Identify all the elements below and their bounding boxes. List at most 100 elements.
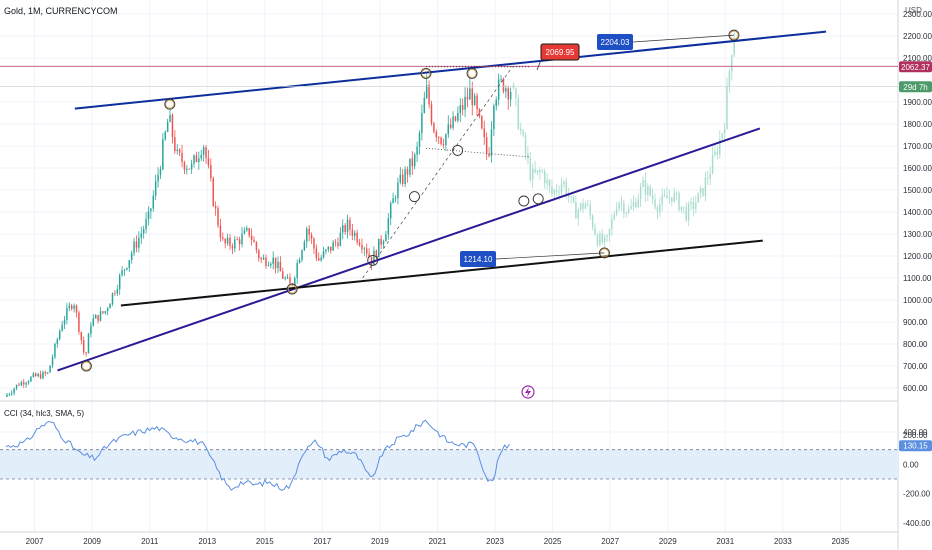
price-candle bbox=[130, 253, 133, 261]
price-candle bbox=[169, 114, 171, 122]
price-candle bbox=[339, 232, 342, 246]
projection-candle bbox=[591, 215, 594, 228]
target-annotation-text: 2204.03 bbox=[601, 38, 630, 47]
price-candle bbox=[39, 373, 42, 379]
projection-candle bbox=[690, 201, 692, 205]
time-tick-label: 2009 bbox=[83, 537, 101, 546]
price-candle bbox=[25, 382, 27, 385]
projection-candle bbox=[683, 206, 685, 208]
price-candle bbox=[159, 169, 162, 175]
time-tick-label: 2029 bbox=[659, 537, 677, 546]
price-candle bbox=[109, 303, 111, 309]
price-candle bbox=[212, 178, 214, 206]
price-candle bbox=[226, 237, 229, 244]
price-candle bbox=[353, 232, 356, 237]
lightning-icon[interactable] bbox=[521, 385, 535, 399]
projection-candle bbox=[731, 55, 733, 71]
price-candle bbox=[90, 325, 92, 334]
price-candle bbox=[181, 152, 183, 163]
price-candle bbox=[435, 131, 438, 138]
projection-candle bbox=[599, 233, 601, 246]
projection-candle bbox=[637, 199, 639, 208]
projection-candle bbox=[651, 195, 654, 200]
price-candle bbox=[236, 239, 238, 241]
support-trendline bbox=[120, 239, 763, 307]
price-candle bbox=[66, 307, 68, 320]
price-candle bbox=[481, 116, 483, 129]
projection-candle bbox=[596, 234, 599, 246]
price-candle bbox=[452, 116, 454, 128]
projection-candle bbox=[695, 202, 697, 209]
projection-candle bbox=[531, 168, 534, 180]
price-candle bbox=[509, 91, 512, 100]
projection-candle bbox=[680, 206, 683, 211]
price-candle bbox=[80, 331, 83, 341]
projection-candle bbox=[603, 237, 606, 243]
price-candle bbox=[497, 79, 500, 100]
pivot-circle bbox=[164, 98, 176, 110]
target-annotation-pointer bbox=[632, 34, 734, 43]
price-candle bbox=[166, 121, 169, 132]
price-tick-label: 2200.00 bbox=[903, 32, 932, 41]
price-candle bbox=[171, 114, 174, 138]
price-candle bbox=[94, 315, 97, 319]
time-tick-label: 2017 bbox=[313, 537, 331, 546]
price-candle bbox=[315, 248, 318, 259]
price-candle bbox=[454, 116, 457, 121]
price-candle bbox=[248, 228, 250, 236]
price-candle bbox=[437, 137, 440, 138]
projection-candle bbox=[687, 204, 690, 221]
projection-candle bbox=[728, 70, 731, 87]
price-candle bbox=[375, 250, 378, 258]
price-candle bbox=[114, 293, 116, 294]
price-candle bbox=[202, 147, 205, 155]
projection-candle bbox=[707, 177, 709, 179]
projection-candle bbox=[563, 181, 565, 185]
pivot-circle bbox=[532, 193, 544, 205]
price-candle bbox=[164, 131, 167, 140]
price-candle bbox=[87, 333, 90, 354]
label-tags: 2062.37 29d 7h 130.15 2069.95 2204.03 1214.10 bbox=[460, 34, 932, 452]
price-candle bbox=[97, 315, 99, 321]
price-tick-label: 2300.00 bbox=[903, 10, 932, 19]
price-candle bbox=[27, 381, 30, 383]
price-candle bbox=[325, 249, 327, 252]
price-candle bbox=[358, 242, 361, 246]
price-candle bbox=[262, 257, 265, 260]
price-candle bbox=[274, 257, 277, 269]
price-candle bbox=[23, 382, 25, 385]
pivot-circle bbox=[286, 283, 298, 295]
projection-candle bbox=[711, 155, 714, 174]
price-candle bbox=[430, 104, 433, 124]
price-candle bbox=[488, 153, 490, 157]
price-candle bbox=[301, 250, 303, 260]
price-candle bbox=[260, 258, 262, 260]
pivot-circle bbox=[409, 191, 420, 203]
price-candle bbox=[356, 232, 358, 243]
price-candle bbox=[473, 95, 476, 106]
price-candle bbox=[135, 241, 138, 248]
projection-candle bbox=[601, 233, 604, 243]
price-tick-label: 1500.00 bbox=[903, 186, 932, 195]
price-candle bbox=[445, 134, 447, 146]
projection-candle bbox=[678, 192, 680, 211]
projection-candle bbox=[733, 42, 735, 56]
projection-candle bbox=[627, 209, 630, 213]
price-candle bbox=[308, 228, 310, 235]
price-tick-label: 1800.00 bbox=[903, 120, 932, 129]
price-candle bbox=[373, 250, 375, 266]
price-candle bbox=[330, 246, 332, 251]
price-candle bbox=[116, 289, 119, 294]
cci-tick-label: 200.00 bbox=[903, 431, 928, 440]
price-candle bbox=[195, 155, 198, 163]
price-candle bbox=[286, 277, 289, 279]
price-candle bbox=[363, 248, 366, 250]
cci-line bbox=[5, 419, 510, 491]
price-candle bbox=[485, 137, 488, 154]
price-candle bbox=[476, 95, 478, 110]
projection-candle bbox=[572, 196, 575, 203]
projection-candle bbox=[534, 168, 536, 173]
price-candle bbox=[490, 129, 493, 157]
price-candle bbox=[205, 147, 207, 159]
